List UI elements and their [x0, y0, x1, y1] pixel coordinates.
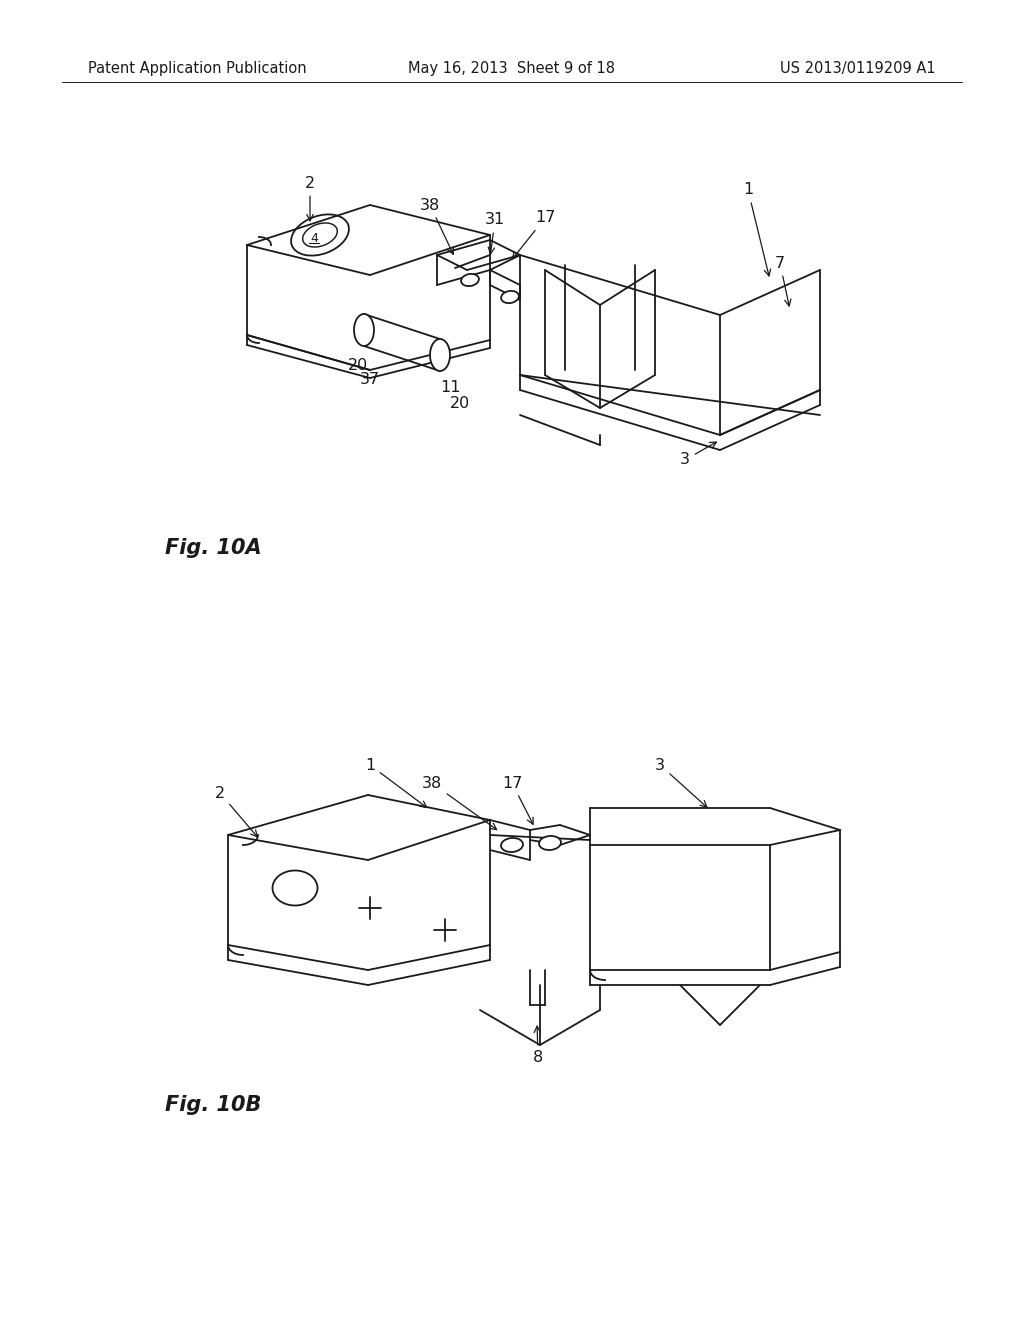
Text: 3: 3 [680, 442, 717, 467]
Text: 4: 4 [310, 231, 317, 244]
Text: 3: 3 [655, 758, 707, 808]
Text: Fig. 10B: Fig. 10B [165, 1096, 261, 1115]
Ellipse shape [354, 314, 374, 346]
Text: Fig. 10A: Fig. 10A [165, 539, 261, 558]
Ellipse shape [501, 290, 519, 304]
Text: 31: 31 [485, 213, 505, 253]
Text: US 2013/0119209 A1: US 2013/0119209 A1 [780, 61, 936, 75]
Text: 38: 38 [420, 198, 454, 255]
Ellipse shape [461, 273, 479, 286]
Ellipse shape [501, 838, 523, 851]
Text: 1: 1 [742, 182, 771, 276]
Text: 11: 11 [439, 380, 460, 396]
Text: 2: 2 [305, 176, 315, 220]
Text: 20: 20 [348, 358, 368, 372]
Text: May 16, 2013  Sheet 9 of 18: May 16, 2013 Sheet 9 of 18 [409, 61, 615, 75]
Text: 7: 7 [775, 256, 791, 306]
Text: 37: 37 [360, 372, 380, 388]
Ellipse shape [539, 836, 561, 850]
Text: 2: 2 [215, 785, 257, 837]
Ellipse shape [272, 870, 317, 906]
Text: Patent Application Publication: Patent Application Publication [88, 61, 306, 75]
Text: 17: 17 [513, 210, 555, 259]
Ellipse shape [430, 339, 450, 371]
Text: 1: 1 [365, 758, 427, 808]
Text: 8: 8 [532, 1026, 543, 1065]
Text: 17: 17 [502, 776, 534, 824]
Text: 20: 20 [450, 396, 470, 411]
Text: 38: 38 [422, 776, 497, 829]
